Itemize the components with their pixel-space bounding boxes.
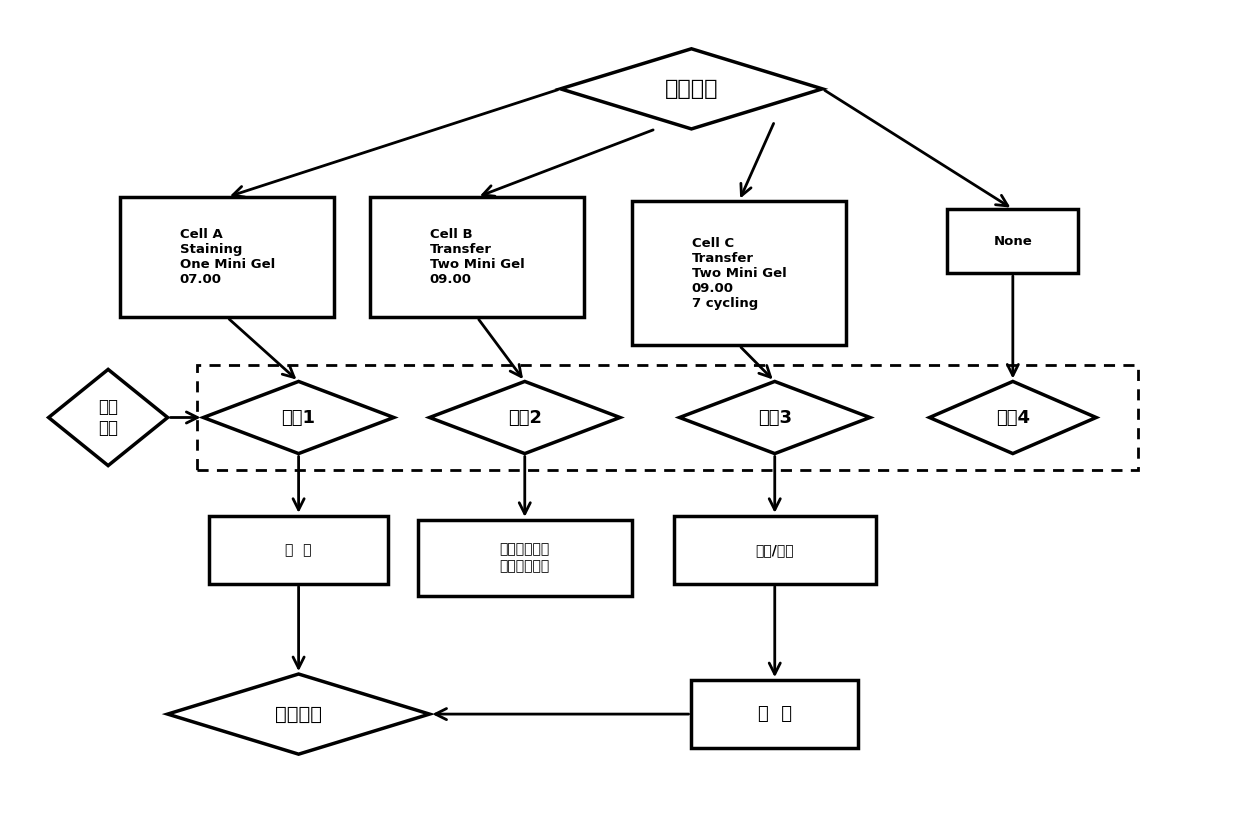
FancyBboxPatch shape [370,197,584,317]
Text: None: None [993,235,1032,248]
FancyBboxPatch shape [947,209,1079,273]
Text: 充  成: 充 成 [758,705,792,723]
FancyBboxPatch shape [692,680,858,748]
Text: 通道4: 通道4 [996,408,1030,427]
Polygon shape [930,382,1096,453]
Polygon shape [429,382,620,453]
Text: 完  成: 完 成 [285,543,311,557]
Text: 监控
设备: 监控 设备 [98,398,118,437]
FancyBboxPatch shape [632,201,846,346]
Text: 存储设备: 存储设备 [275,705,322,724]
Text: 停止工作，提
示并记录错误: 停止工作，提 示并记录错误 [500,543,549,573]
FancyBboxPatch shape [120,197,335,317]
Text: 通道3: 通道3 [758,408,792,427]
Text: 通道1: 通道1 [281,408,316,427]
FancyBboxPatch shape [418,519,632,596]
FancyBboxPatch shape [673,516,875,584]
Text: 通道2: 通道2 [507,408,542,427]
Text: 暂停/恢复: 暂停/恢复 [755,543,794,557]
Text: Cell A
Staining
One Mini Gel
07.00: Cell A Staining One Mini Gel 07.00 [180,228,275,286]
Text: Cell C
Transfer
Two Mini Gel
09.00
7 cycling: Cell C Transfer Two Mini Gel 09.00 7 cyc… [692,236,786,310]
Text: Cell B
Transfer
Two Mini Gel
09.00: Cell B Transfer Two Mini Gel 09.00 [430,228,525,286]
Polygon shape [680,382,870,453]
Polygon shape [48,369,167,466]
Polygon shape [167,674,429,754]
Text: 操作部分: 操作部分 [665,78,718,99]
FancyBboxPatch shape [210,516,388,584]
Polygon shape [203,382,394,453]
Polygon shape [560,48,822,129]
